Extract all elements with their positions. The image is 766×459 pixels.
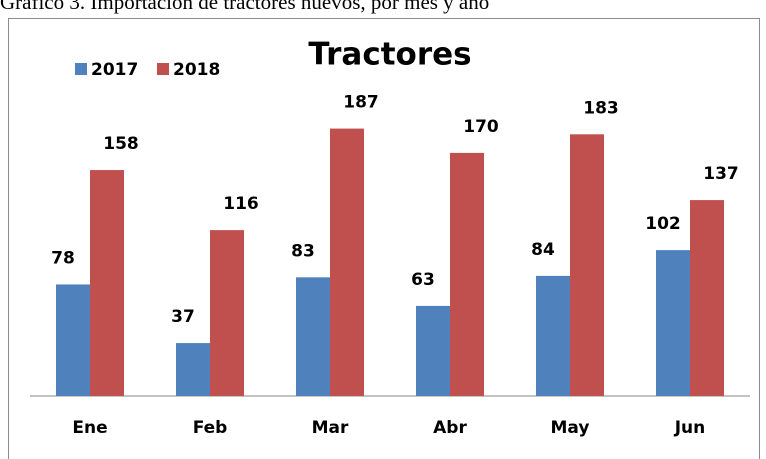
bar [90,170,124,396]
bar [690,200,724,396]
data-label: 84 [531,240,555,260]
x-tick-label: Jun [674,418,706,438]
data-label: 102 [645,214,681,234]
data-label: 78 [51,248,75,268]
data-label: 137 [703,164,739,184]
x-tick-label: Mar [312,418,349,438]
bar [56,284,90,396]
bar [570,134,604,396]
data-label: 63 [411,270,435,290]
x-tick-label: Abr [433,418,467,438]
data-label: 170 [463,117,499,137]
x-tick-label: Ene [72,418,107,438]
data-label: 187 [343,93,379,113]
legend-label: 2018 [173,60,220,80]
chart-frame [8,18,760,459]
data-label: 158 [103,134,139,154]
x-tick-label: Feb [193,418,228,438]
data-label: 116 [223,194,259,214]
data-label: 83 [291,241,315,261]
bar [330,128,364,396]
data-label: 183 [583,98,619,118]
bar [536,275,570,396]
bar [656,250,690,396]
chart-title: Tractores [308,37,471,73]
legend-swatch [157,63,169,75]
legend-swatch [75,63,87,75]
bar [450,152,484,396]
x-tick-label: May [551,418,590,438]
caption: Gráfico 3. Importación de tractores nuev… [0,0,489,14]
data-label: 37 [171,307,195,327]
bar [296,277,330,396]
bar [416,305,450,396]
bar [210,230,244,396]
legend-label: 2017 [91,60,138,80]
bar [176,343,210,396]
